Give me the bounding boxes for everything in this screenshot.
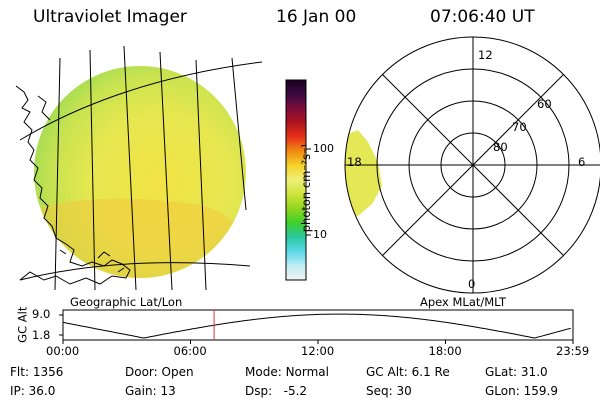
status-gain: Gain: 13 <box>125 384 176 398</box>
mlat-label-60: 60 <box>537 97 552 111</box>
time-tick-label: 23:59 <box>556 344 590 358</box>
mlt-label-0: 0 <box>468 277 476 291</box>
status-seq: Seq: 30 <box>366 384 412 398</box>
time-tick-label: 12:00 <box>301 344 335 358</box>
altitude-ytick-top: 9.0 <box>32 307 51 321</box>
status-ip: IP: 36.0 <box>10 384 56 398</box>
colorbar-scale <box>285 79 307 281</box>
altitude-curve <box>62 313 572 339</box>
polar-panel-label: Apex MLat/MLT <box>420 295 507 309</box>
altitude-ytick-bottom: 1.8 <box>32 328 51 342</box>
status-flt: Flt: 1356 <box>10 365 64 379</box>
meridian-lines <box>54 45 247 291</box>
geographic-panel-label: Geographic Lat/Lon <box>70 295 183 309</box>
coastline <box>15 85 131 285</box>
observation-time: 07:06:40 UT <box>430 7 535 27</box>
latitude-line <box>19 262 251 281</box>
time-tick-label: 00:00 <box>46 344 80 358</box>
status-glat: GLat: 31.0 <box>485 365 548 379</box>
instrument-title: Ultraviolet Imager <box>33 7 187 27</box>
colorbar-tick-high: 100 <box>313 142 334 155</box>
polar-emission-region <box>345 130 382 216</box>
status-gc-alt: GC Alt: 6.1 Re <box>366 365 450 379</box>
polar-grid <box>344 36 600 294</box>
latitude-line <box>19 61 263 141</box>
altitude-ylabel: GC Alt <box>15 306 30 343</box>
mlt-label-18: 18 <box>347 155 362 169</box>
observation-date: 16 Jan 00 <box>276 7 357 27</box>
mlat-label-80: 80 <box>493 140 508 154</box>
status-mode: Mode: Normal <box>245 365 329 379</box>
mlt-label-12: 12 <box>478 48 493 62</box>
mlt-label-6: 6 <box>578 155 586 169</box>
time-tick-label: 18:00 <box>428 344 462 358</box>
colorbar-tick-low: 10 <box>313 228 327 241</box>
status-door: Door: Open <box>125 365 194 379</box>
time-tick-label: 06:00 <box>173 344 207 358</box>
status-dsp: Dsp: -5.2 <box>245 384 308 398</box>
mlat-label-70: 70 <box>512 120 527 134</box>
status-glon: GLon: 159.9 <box>485 384 558 398</box>
